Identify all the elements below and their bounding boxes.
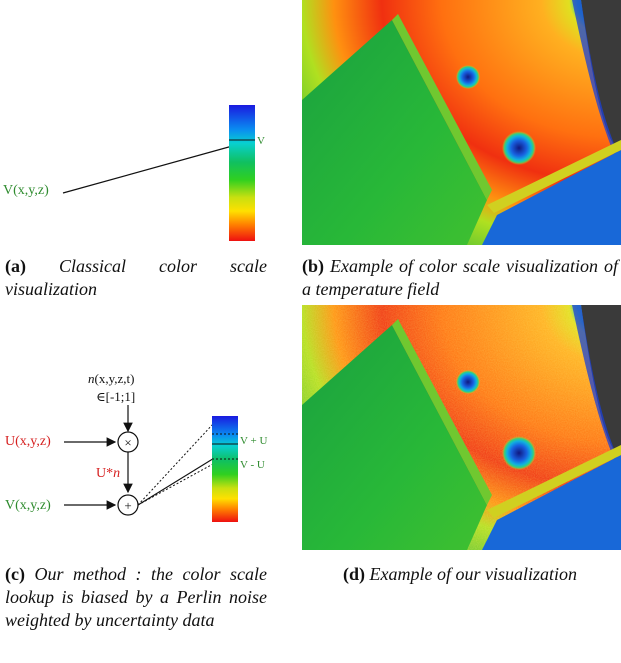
noise-range-label: ∈[-1;1] [96,389,135,404]
caption-a-label: (a) [5,256,26,276]
color-scale-bar-c [212,416,238,522]
caption-a: (a) Classical color scale visualization [5,255,267,301]
color-scale-bar [229,105,255,241]
caption-d-text: Example of our visualization [369,564,577,584]
caption-d: (d) Example of our visualization [302,563,618,586]
caption-c-text: Our method : the color scale lookup is b… [5,564,267,630]
weighted-label-n: n [113,466,120,481]
add-symbol: + [124,498,131,513]
uncertainty-label: U(x,y,z) [5,434,51,449]
uncertainty-visualization-render [302,305,621,550]
lookup-arrow [62,137,256,194]
noise-label-n: n [88,371,95,386]
noise-label-args: (x,y,z,t) [95,371,135,386]
diagram-a: V(x,y,z) V [3,105,265,241]
value-label: V(x,y,z) [5,498,51,513]
weighted-label-u: U* [96,466,113,481]
scale-label-v: V [257,135,265,147]
diagram-c: n(x,y,z,t) ∈[-1;1] U(x,y,z) × U*n V(x,y,… [5,371,267,522]
svg-text:n(x,y,z,t): n(x,y,z,t) [88,371,134,386]
caption-d-label: (d) [343,564,365,584]
multiply-symbol: × [124,435,131,450]
caption-a-text: Classical color scale visualization [5,256,267,299]
caption-b-label: (b) [302,256,324,276]
caption-b-text: Example of color scale visualization of … [302,256,619,299]
caption-c-label: (c) [5,564,25,584]
temperature-field-render [302,0,621,245]
input-label-v: V(x,y,z) [3,183,49,198]
caption-c: (c) Our method : the color scale lookup … [5,563,267,632]
lower-label: V - U [240,459,265,471]
svg-text:U*n: U*n [96,466,120,481]
upper-label: V + U [240,435,267,447]
caption-b: (b) Example of color scale visualization… [302,255,618,301]
